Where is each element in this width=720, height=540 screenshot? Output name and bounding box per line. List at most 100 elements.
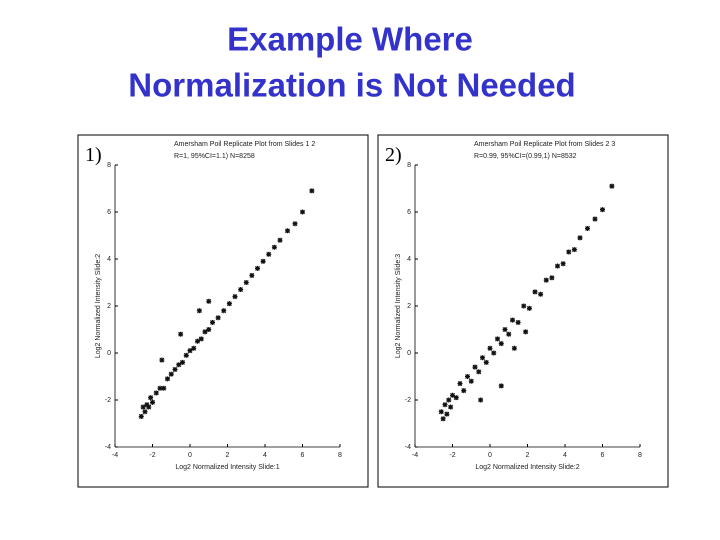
scatter-point bbox=[476, 369, 482, 375]
x-axis-label: Log2 Normalized Intensity Slide:1 bbox=[175, 464, 279, 471]
scatter-point bbox=[515, 319, 521, 325]
scatter-point bbox=[526, 305, 532, 311]
x-tick-label: -4 bbox=[412, 452, 418, 459]
scatter-point bbox=[195, 338, 200, 344]
chart-subtitle: R=1, 95%CI=1.1) N=8258 bbox=[174, 153, 255, 160]
scatter-point bbox=[457, 381, 463, 387]
scatter-point bbox=[442, 402, 448, 408]
scatter-point bbox=[140, 404, 146, 410]
scatter-point bbox=[271, 244, 277, 250]
scatter-point bbox=[538, 291, 544, 297]
scatter-point bbox=[461, 388, 467, 394]
scatter-point bbox=[502, 327, 508, 332]
scatter-point bbox=[300, 209, 305, 215]
scatter-point bbox=[478, 397, 484, 403]
scatter-point bbox=[491, 350, 497, 356]
scatter-point bbox=[468, 378, 474, 384]
y-tick-label: 2 bbox=[107, 303, 111, 310]
scatter-point bbox=[159, 357, 165, 363]
scatter-point bbox=[483, 359, 489, 365]
y-tick-label: 6 bbox=[107, 209, 111, 216]
scatter-point bbox=[472, 364, 478, 370]
scatter-point bbox=[498, 383, 504, 389]
y-tick-label: 2 bbox=[407, 303, 411, 310]
scatter-point bbox=[549, 275, 555, 281]
y-tick-label: 6 bbox=[407, 209, 411, 216]
scatter-point bbox=[523, 329, 529, 335]
scatter-point bbox=[144, 402, 150, 408]
scatter-point bbox=[440, 416, 446, 422]
scatter-point bbox=[609, 183, 615, 189]
scatter-point bbox=[206, 298, 212, 304]
x-tick-label: 0 bbox=[188, 452, 192, 459]
y-axis-label: Log2 Normalized Intensity Slide:3 bbox=[395, 254, 402, 358]
slide-title: Example Where bbox=[227, 21, 473, 58]
scatter-point bbox=[210, 319, 215, 325]
scatter-point bbox=[444, 411, 450, 417]
scatter-point bbox=[285, 228, 290, 234]
x-tick-label: -2 bbox=[149, 452, 155, 459]
scatter-point bbox=[176, 362, 182, 368]
scatter-point bbox=[178, 331, 184, 337]
scatter-point bbox=[226, 301, 232, 307]
x-tick-label: 8 bbox=[638, 452, 642, 459]
y-tick-label: 0 bbox=[407, 350, 411, 357]
scatter-point bbox=[465, 374, 470, 379]
x-tick-label: 8 bbox=[338, 452, 342, 459]
scatter-point bbox=[292, 221, 298, 227]
y-tick-label: 8 bbox=[407, 162, 411, 169]
scatter-point bbox=[148, 395, 154, 401]
scatter-point bbox=[566, 249, 572, 255]
y-axis-label: Log2 Normalized Intensity Slide:2 bbox=[95, 254, 102, 358]
scatter-point bbox=[555, 263, 560, 269]
scatter-point bbox=[448, 404, 454, 410]
scatter-point bbox=[309, 188, 315, 194]
panel-frame bbox=[377, 134, 669, 488]
scatter-point bbox=[260, 258, 266, 264]
x-tick-label: 4 bbox=[563, 452, 567, 459]
y-tick-label: -4 bbox=[105, 444, 111, 451]
scatter-point bbox=[577, 235, 583, 241]
scatter-point bbox=[215, 315, 221, 321]
y-tick-label: 4 bbox=[407, 256, 411, 263]
x-tick-label: 0 bbox=[488, 452, 492, 459]
scatter-point bbox=[153, 390, 159, 396]
x-tick-label: 4 bbox=[263, 452, 267, 459]
scatter-point bbox=[238, 287, 244, 293]
scatter-point bbox=[266, 251, 272, 257]
x-tick-label: -2 bbox=[449, 452, 455, 459]
chart-title: Amersham Poil Replicate Plot from Slides… bbox=[174, 141, 315, 148]
scatter-point bbox=[571, 247, 577, 253]
scatter-point bbox=[168, 371, 174, 377]
x-tick-label: 2 bbox=[526, 452, 530, 459]
scatter-point bbox=[480, 355, 485, 361]
scatter-point bbox=[161, 385, 167, 391]
scatter-point bbox=[150, 399, 155, 405]
y-tick-label: 4 bbox=[107, 256, 111, 263]
y-tick-label: -2 bbox=[405, 397, 411, 404]
x-axis-label: Log2 Normalized Intensity Slide:2 bbox=[475, 464, 579, 471]
scatter-point bbox=[180, 359, 185, 365]
y-tick-label: -4 bbox=[405, 444, 411, 451]
scatter-point bbox=[221, 308, 227, 314]
scatter-point bbox=[450, 392, 455, 398]
scatter-point bbox=[560, 261, 566, 267]
scatter-point bbox=[172, 366, 178, 372]
scatter-point bbox=[498, 341, 504, 347]
scatter-point bbox=[511, 345, 517, 351]
y-tick-label: 8 bbox=[107, 162, 111, 169]
scatter-point bbox=[183, 352, 189, 358]
scatter-point bbox=[438, 409, 444, 415]
scatter-point bbox=[243, 280, 249, 285]
scatter-point bbox=[495, 336, 500, 342]
scatter-point bbox=[146, 404, 152, 410]
chart-title: Amersham Poil Replicate Plot from Slides… bbox=[474, 141, 615, 148]
scatter-point bbox=[165, 376, 170, 382]
y-tick-label: 0 bbox=[107, 350, 111, 357]
scatter-point bbox=[543, 277, 549, 283]
scatter-point bbox=[585, 225, 590, 231]
scatter-point bbox=[138, 413, 144, 419]
scatter-point bbox=[196, 308, 202, 314]
scatter-point bbox=[255, 265, 260, 271]
